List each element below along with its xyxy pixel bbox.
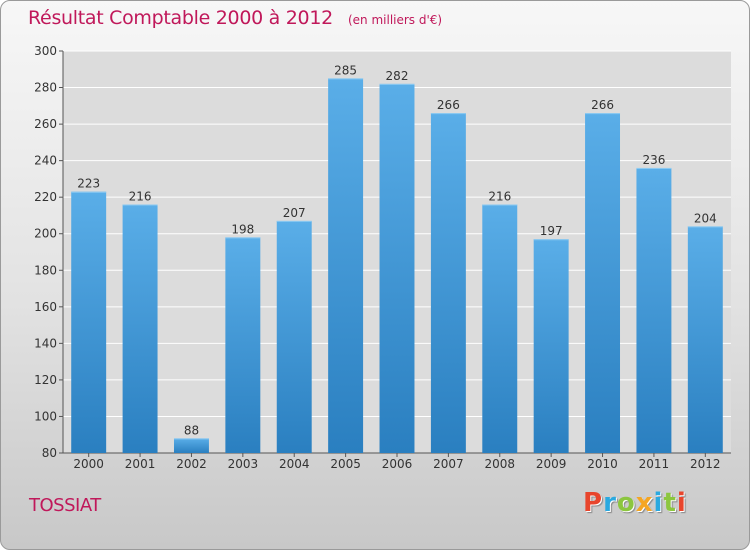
data-label: 285: [334, 63, 357, 77]
y-tick-label: 260: [34, 117, 57, 131]
y-tick-label: 140: [34, 336, 57, 350]
x-tick-label: 2009: [536, 457, 567, 471]
proxiti-logo: Proxiti: [583, 488, 687, 518]
logo-letter: P: [583, 488, 604, 518]
logo-letter: i: [653, 488, 664, 518]
data-label: 266: [437, 98, 460, 112]
x-tick-label: 2003: [228, 457, 259, 471]
bar-2001: [122, 204, 158, 453]
labels: 80 100 120 140 160 180 200 220 240 260 280 300 223 20…: [34, 44, 720, 471]
logo-letter: t: [663, 488, 677, 518]
data-label: 197: [540, 224, 563, 238]
x-tick-label: 2006: [382, 457, 413, 471]
y-tick-label: 180: [34, 263, 57, 277]
logo-letter: r: [603, 488, 617, 518]
logo-letter: x: [635, 488, 654, 518]
y-tick-label: 240: [34, 154, 57, 168]
bar-2009: [533, 239, 569, 453]
bar-2006: [379, 83, 415, 454]
bar-2007: [430, 113, 466, 454]
data-label: 282: [386, 69, 409, 83]
y-tick-label: 280: [34, 81, 57, 95]
x-tick-label: 2005: [330, 457, 361, 471]
bar-2004: [276, 220, 312, 453]
bars: [71, 78, 723, 454]
data-label: 198: [231, 222, 254, 236]
title-row: Résultat Comptable 2000 à 2012 (en milli…: [28, 7, 442, 29]
y-tick-label: 160: [34, 300, 57, 314]
data-label: 266: [591, 98, 614, 112]
data-label: 216: [488, 189, 511, 203]
data-label: 236: [642, 153, 665, 167]
commune-name: TOSSIAT: [29, 495, 101, 516]
x-tick-label: 2010: [587, 457, 618, 471]
data-label: 204: [694, 211, 717, 225]
bar-2000: [71, 191, 107, 453]
x-tick-label: 2002: [176, 457, 207, 471]
data-label: 223: [77, 177, 100, 191]
x-tick-label: 2011: [639, 457, 670, 471]
bar-2003: [225, 237, 261, 453]
data-label: 207: [283, 206, 306, 220]
bar-2002: [173, 438, 209, 453]
bar-2012: [687, 226, 723, 453]
x-tick-label: 2004: [279, 457, 310, 471]
bar-2005: [328, 78, 364, 453]
x-tick-label: 2001: [125, 457, 156, 471]
bar-2008: [482, 204, 518, 453]
x-tick-label: 2008: [484, 457, 515, 471]
y-tick-label: 220: [34, 190, 57, 204]
y-tick-label: 120: [34, 373, 57, 387]
data-label: 88: [184, 423, 199, 437]
x-tick-label: 2000: [73, 457, 104, 471]
chart-subtitle: (en milliers d'€): [347, 13, 443, 27]
bar-2011: [636, 167, 672, 454]
chart-title: Résultat Comptable 2000 à 2012: [28, 7, 333, 29]
y-tick-label: 80: [42, 446, 57, 460]
data-label: 216: [129, 189, 152, 203]
x-tick-label: 2007: [433, 457, 464, 471]
y-tick-label: 300: [34, 44, 57, 58]
logo-letter: i: [676, 488, 687, 518]
y-tick-label: 200: [34, 227, 57, 241]
logo-letter: o: [616, 488, 636, 518]
y-tick-label: 100: [34, 409, 57, 423]
x-tick-label: 2012: [690, 457, 721, 471]
bar-2010: [585, 113, 621, 454]
